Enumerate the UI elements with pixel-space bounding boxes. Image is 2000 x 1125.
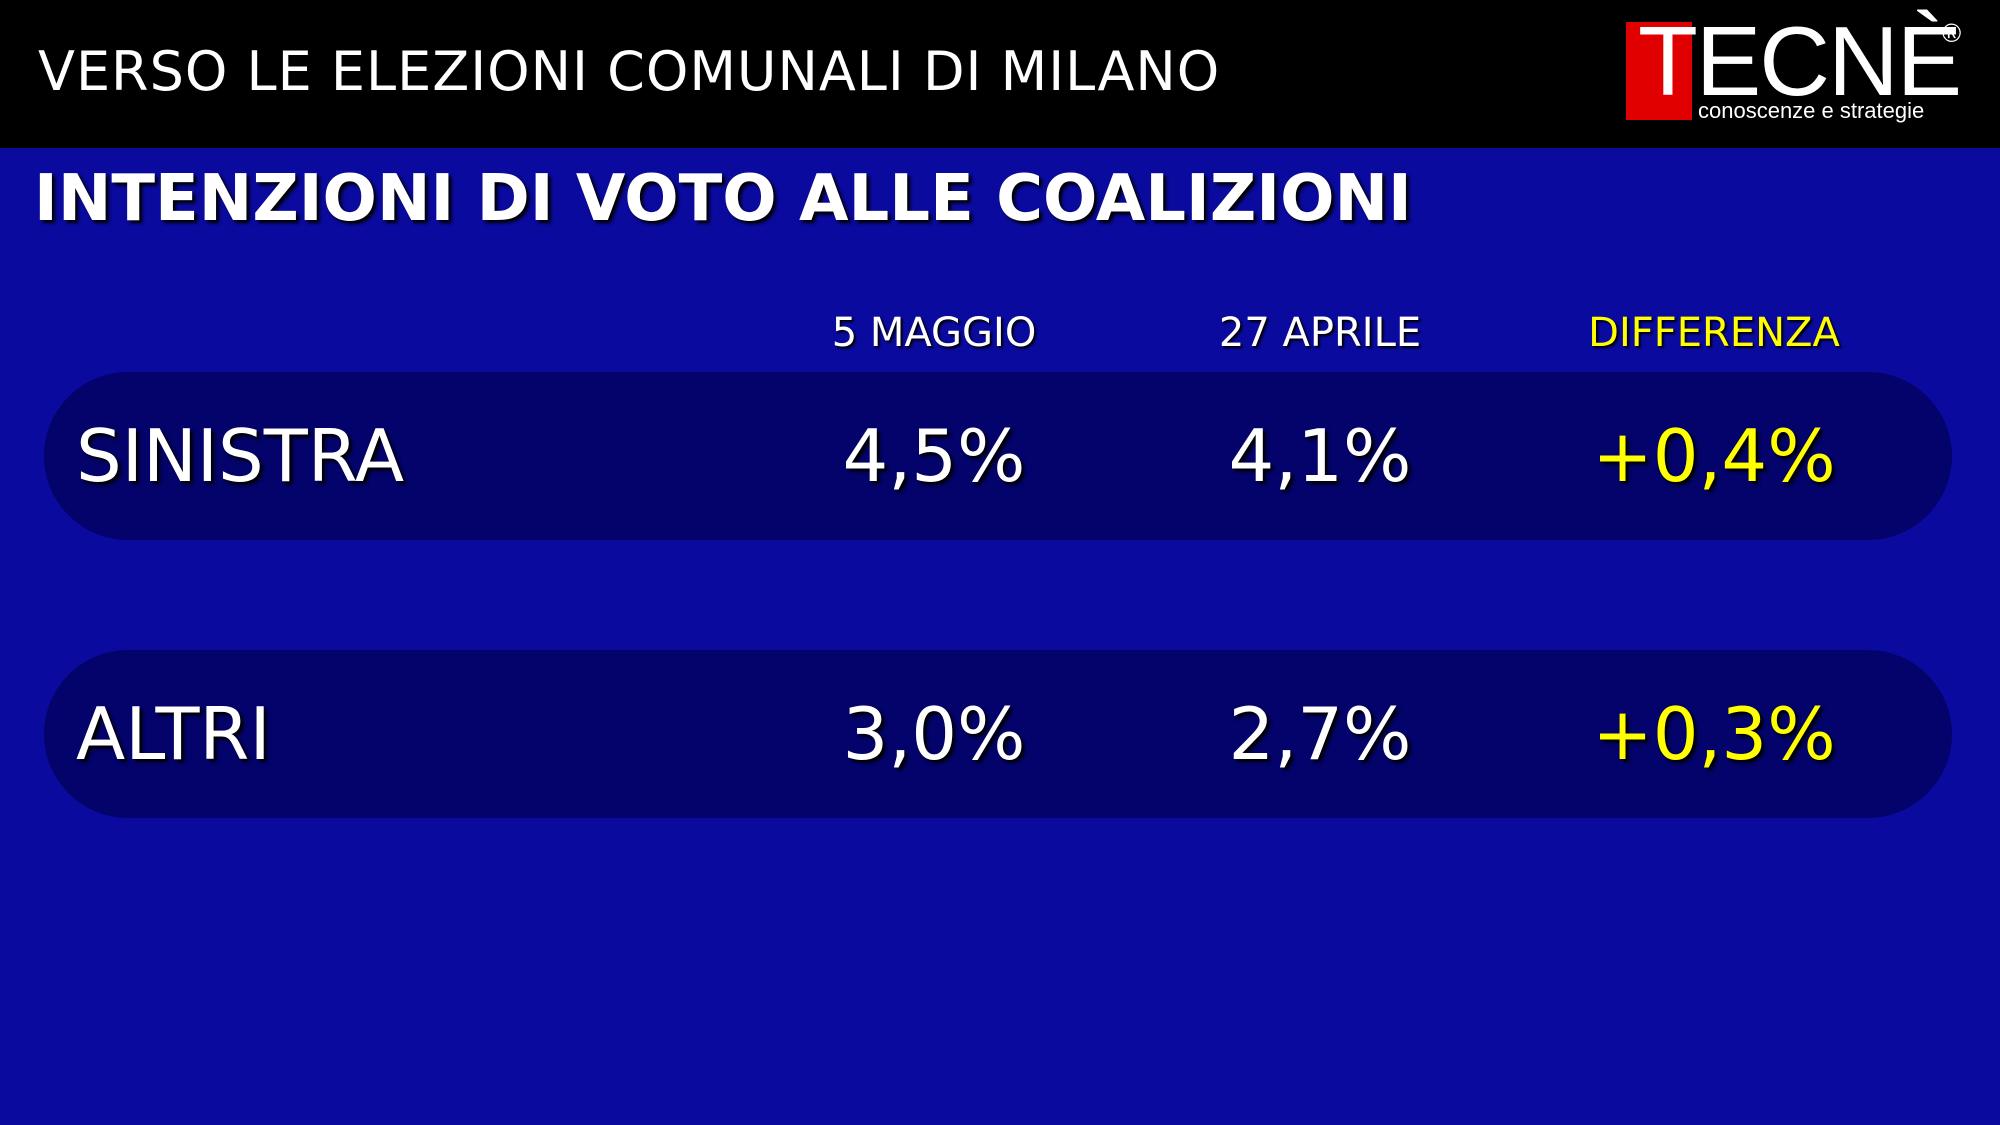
tecne-logo: TECNÈ ® conoscenze e strategie	[1626, 12, 1966, 128]
logo-registered-mark: ®	[1942, 18, 1962, 48]
page-title: VERSO LE ELEZIONI COMUNALI DI MILANO	[38, 40, 1221, 103]
cell-sinistra-differenza: +0,4%	[1592, 414, 1836, 498]
logo-tagline: conoscenze e strategie	[1698, 98, 1925, 123]
header-bar: VERSO LE ELEZIONI COMUNALI DI MILANO TEC…	[0, 0, 2000, 148]
cell-altri-differenza: +0,3%	[1592, 692, 1836, 776]
column-header-27-aprile: 27 APRILE	[1218, 310, 1422, 356]
chart-title: INTENZIONI DI VOTO ALLE COALIZIONI	[34, 162, 1412, 236]
row-label-altri: ALTRI	[76, 692, 271, 776]
cell-sinistra-27-aprile: 4,1%	[1228, 414, 1412, 498]
row-label-sinistra: SINISTRA	[76, 414, 405, 498]
column-header-5-maggio: 5 MAGGIO	[831, 310, 1037, 356]
cell-sinistra-5-maggio: 4,5%	[842, 414, 1026, 498]
table-row-sinistra: SINISTRA 4,5% 4,1% +0,4%	[44, 372, 1952, 540]
cell-altri-5-maggio: 3,0%	[842, 692, 1026, 776]
cell-altri-27-aprile: 2,7%	[1228, 692, 1412, 776]
column-header-differenza: DIFFERENZA	[1588, 310, 1840, 356]
table-row-altri: ALTRI 3,0% 2,7% +0,3%	[44, 650, 1952, 818]
logo-wordmark: TECNÈ	[1638, 6, 1962, 116]
logo-red-block	[1626, 22, 1692, 120]
